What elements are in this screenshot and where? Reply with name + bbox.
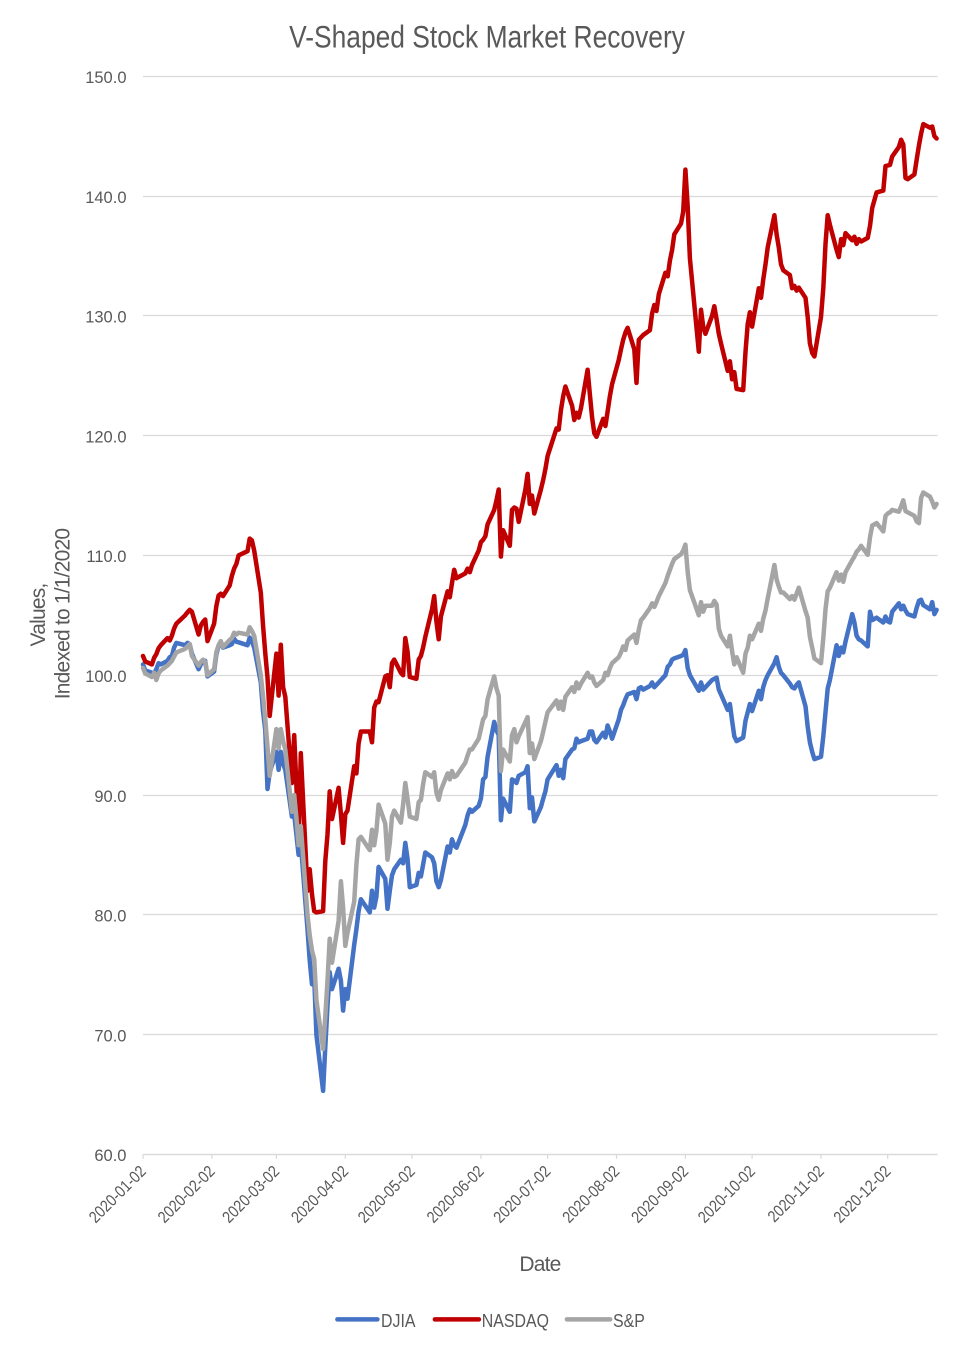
svg-text:V-Shaped Stock Market Recovery: V-Shaped Stock Market Recovery — [289, 20, 685, 55]
svg-text:120.0: 120.0 — [85, 428, 126, 446]
svg-text:90.0: 90.0 — [94, 788, 126, 806]
svg-text:NASDAQ: NASDAQ — [482, 1310, 549, 1331]
svg-text:Date: Date — [519, 1253, 560, 1276]
svg-text:DJIA: DJIA — [381, 1310, 416, 1331]
svg-text:130.0: 130.0 — [85, 309, 126, 327]
svg-text:S&P: S&P — [613, 1310, 645, 1331]
svg-text:60.0: 60.0 — [94, 1147, 126, 1165]
svg-text:80.0: 80.0 — [94, 908, 126, 926]
svg-text:140.0: 140.0 — [85, 189, 126, 207]
svg-text:70.0: 70.0 — [94, 1027, 126, 1045]
svg-text:110.0: 110.0 — [86, 548, 126, 566]
svg-text:100.0: 100.0 — [85, 668, 126, 686]
svg-text:Values,: Values, — [27, 584, 50, 647]
svg-text:Indexed to 1/1/2020: Indexed to 1/1/2020 — [52, 529, 75, 700]
svg-text:150.0: 150.0 — [85, 69, 126, 87]
